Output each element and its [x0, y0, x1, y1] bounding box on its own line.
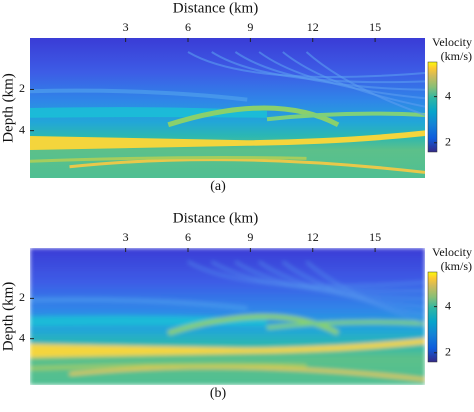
colorbar-label: Velocity [432, 35, 472, 49]
colorbar-label: Velocity [432, 245, 472, 259]
fault [282, 51, 425, 108]
layer [167, 105, 340, 128]
fault [305, 51, 425, 116]
layer [30, 338, 425, 358]
y-axis-label: Depth (km) [0, 282, 16, 352]
x-tick-label: 15 [369, 230, 381, 244]
layer [266, 319, 425, 330]
image-group [30, 248, 425, 385]
colorbar [427, 271, 438, 363]
layer [266, 111, 425, 122]
fault [258, 51, 425, 100]
x-tick-label: 3 [123, 20, 129, 34]
y-tick-label: 2 [19, 81, 25, 95]
y-tick-label: 2 [19, 290, 25, 304]
image-group [30, 38, 425, 178]
layer [30, 88, 248, 102]
x-tick-label: 12 [307, 20, 319, 34]
colorbar-tick-label: 4 [445, 88, 451, 102]
caption: (a) [210, 179, 226, 194]
x-tick-label: 9 [247, 230, 253, 244]
fault [234, 260, 425, 300]
layer [69, 365, 425, 382]
x-tick-label: 6 [185, 20, 191, 34]
colorbar-tick-label: 2 [445, 345, 451, 359]
colorbar-label: (km/s) [441, 259, 472, 273]
colorbar [427, 61, 438, 153]
image [30, 38, 425, 178]
x-axis-label: Distance (km) [173, 0, 258, 16]
layer [167, 314, 340, 336]
colorbar-tick-label: 4 [445, 298, 451, 312]
fault [305, 260, 425, 325]
y-tick-label: 4 [19, 122, 25, 136]
x-tick-label: 3 [123, 230, 129, 244]
image [30, 248, 425, 385]
layer [30, 363, 307, 371]
fault [211, 51, 425, 84]
layer [30, 155, 307, 163]
x-axis-label: Distance (km) [173, 210, 258, 226]
caption: (b) [210, 386, 227, 401]
layer [30, 297, 248, 311]
layer [69, 158, 425, 174]
fault [234, 51, 425, 91]
y-axis-label: Depth (km) [0, 73, 16, 143]
colorbar-tick-label: 2 [445, 135, 451, 149]
x-tick-label: 12 [307, 230, 319, 244]
colorbar-label: (km/s) [441, 49, 472, 63]
y-tick-label: 4 [19, 330, 25, 344]
fault [258, 260, 425, 308]
layer [30, 130, 425, 150]
x-tick-label: 6 [185, 230, 191, 244]
x-tick-label: 15 [369, 20, 381, 34]
x-tick-label: 9 [247, 20, 253, 34]
fault [211, 260, 425, 293]
fault [282, 260, 425, 317]
